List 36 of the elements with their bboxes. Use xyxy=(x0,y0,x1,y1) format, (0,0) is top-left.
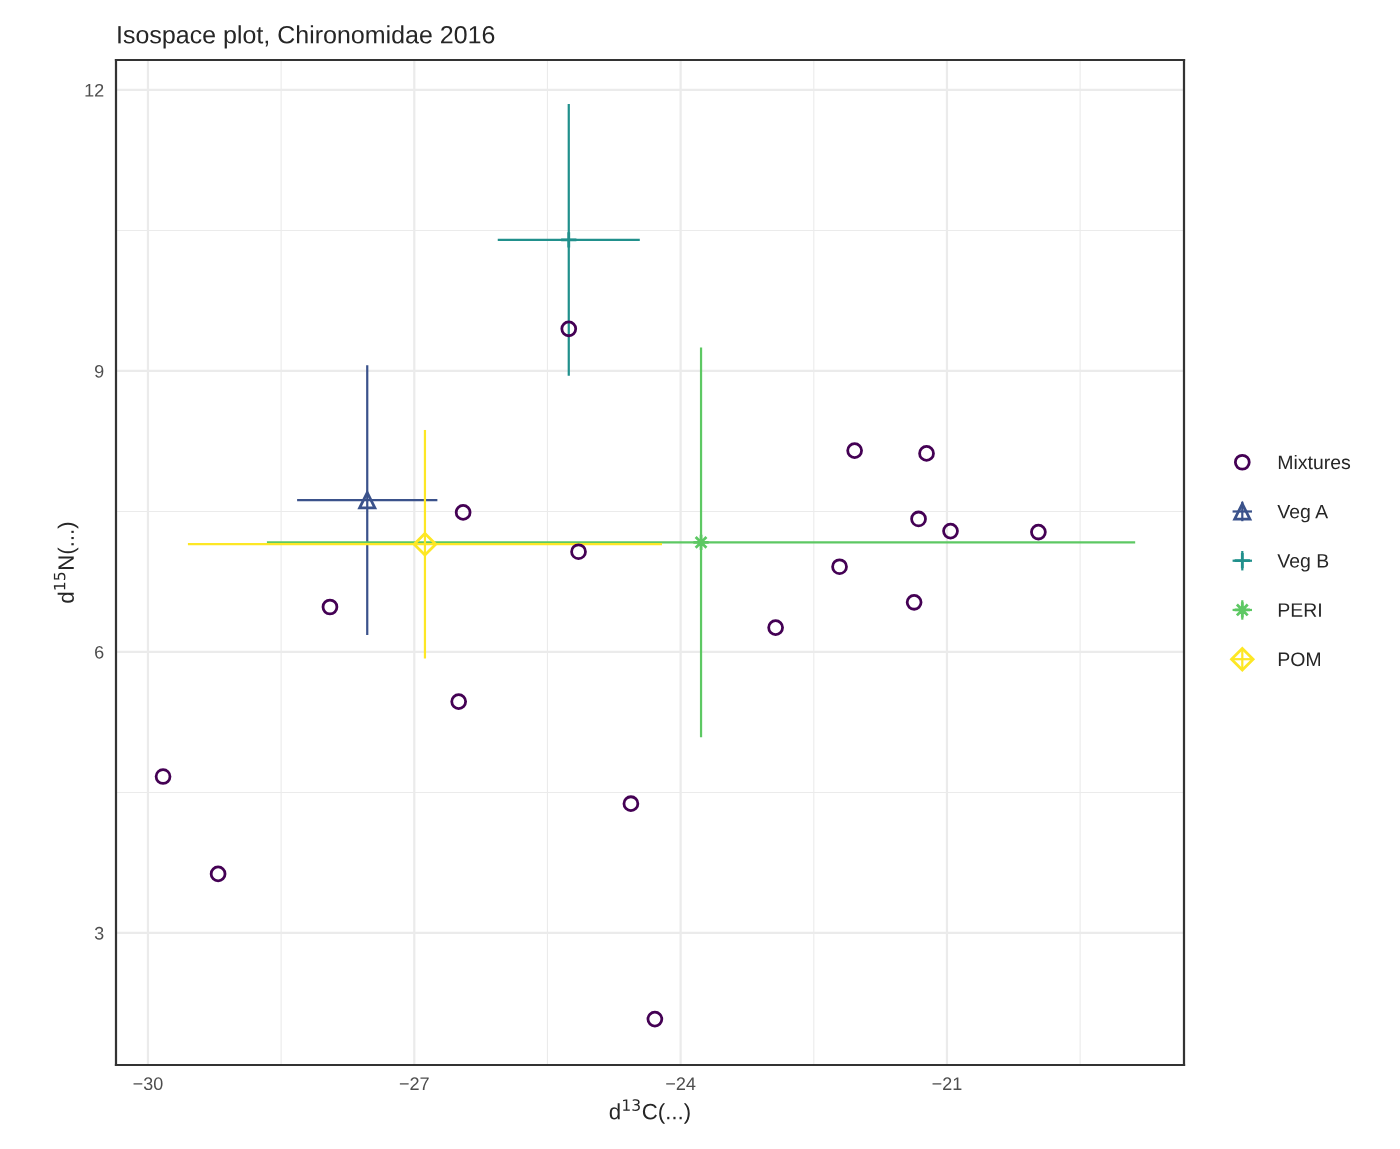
point xyxy=(1030,523,1047,541)
point xyxy=(321,598,339,616)
legend-label: PERI xyxy=(1278,603,1321,617)
x-axis-title: d$^{13}$C(...) xyxy=(609,1099,690,1124)
point xyxy=(905,593,923,611)
point xyxy=(918,445,935,462)
point xyxy=(560,320,578,338)
point xyxy=(559,230,578,249)
legend-label: Veg B xyxy=(1277,554,1329,572)
legend-label: Veg A xyxy=(1277,504,1329,523)
point xyxy=(831,558,848,576)
point xyxy=(942,522,959,540)
point xyxy=(412,532,438,557)
y-tick-label: 9 xyxy=(95,364,104,378)
point xyxy=(622,795,640,813)
point xyxy=(154,768,172,785)
x-tick-label: −24 xyxy=(666,1077,696,1090)
y-axis-title: d$^{15}$N(...) xyxy=(53,522,79,603)
point xyxy=(767,619,784,636)
point xyxy=(570,543,587,561)
point xyxy=(358,491,377,510)
y-tick-label: 6 xyxy=(95,645,104,659)
point xyxy=(454,504,472,521)
legend-label: Mixtures xyxy=(1278,454,1351,470)
point xyxy=(209,865,227,883)
point xyxy=(646,1010,664,1028)
x-tick-label: −30 xyxy=(133,1077,163,1091)
point xyxy=(846,442,863,459)
y-tick-label: 3 xyxy=(94,926,104,940)
y-tick-label: 12 xyxy=(85,83,104,97)
point xyxy=(910,510,927,528)
chart-title: Isospace plot, Chironomidae 2016 xyxy=(118,25,495,49)
legend-label: POM xyxy=(1278,652,1320,667)
x-tick-label: −21 xyxy=(932,1077,962,1090)
point xyxy=(450,693,468,710)
x-tick-label: −27 xyxy=(399,1077,429,1090)
